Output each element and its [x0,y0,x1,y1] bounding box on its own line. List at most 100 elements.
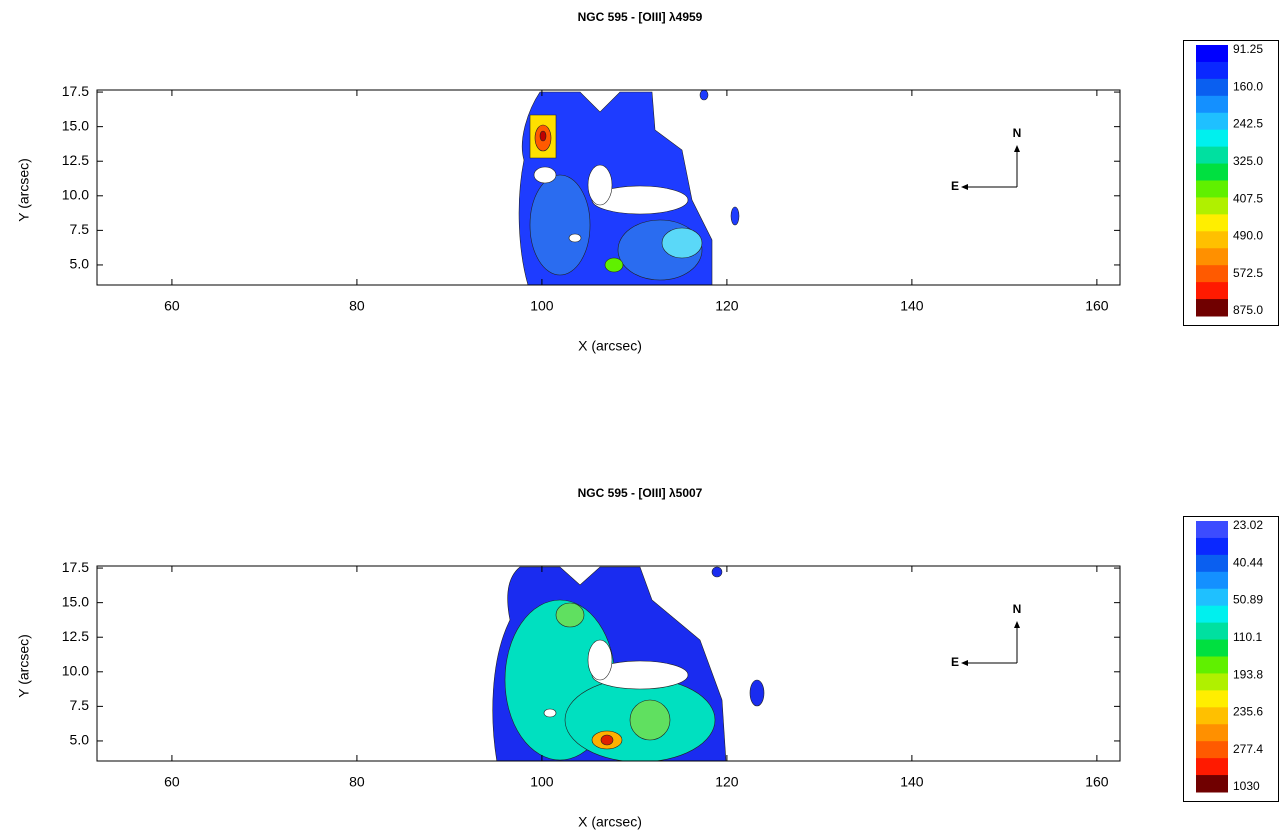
contour-region [587,639,613,681]
colorbar-label: 407.5 [1233,191,1263,205]
colorbar-band [1196,690,1228,708]
contour-region [629,699,671,741]
colorbar-band [1196,180,1228,198]
colorbar-band [1196,146,1228,165]
colorbar-label: 1030 [1233,779,1260,793]
y-tick-label: 10.0 [62,187,89,203]
y-tick-label: 12.5 [62,628,89,644]
contour-region [587,164,613,206]
contour-region [661,227,703,259]
contour-region [711,566,723,578]
colorbar-band [1196,673,1228,691]
colorbar-band [1196,707,1228,725]
colorbar-band [1196,214,1228,232]
x-tick-label: 140 [900,774,924,790]
x-tick-label: 140 [900,298,924,314]
colorbar-label: 277.4 [1233,742,1263,756]
contours [518,90,740,285]
colorbar-label: 242.5 [1233,117,1263,131]
colorbar-band [1196,775,1228,793]
colorbar-band [1196,656,1228,674]
contour-region [539,130,547,142]
colorbar-label: 110.1 [1233,630,1262,644]
colorbar-band [1196,622,1228,641]
x-tick-label: 100 [530,774,554,790]
contour-region [604,257,624,273]
colorbar-band [1196,571,1228,590]
x-tick-label: 120 [715,298,739,314]
x-tick-label: 60 [164,298,180,314]
colorbar-band [1196,45,1228,63]
plot-frame [96,89,1121,286]
colorbar-band [1196,299,1228,317]
x-tick-label: 60 [164,774,180,790]
x-tick-label: 160 [1085,774,1109,790]
x-axis-label: X (arcsec) [578,338,642,354]
colorbar-band [1196,554,1228,573]
x-tick-label: 160 [1085,298,1109,314]
arrow-head [961,145,1020,190]
colorbar-band [1196,265,1228,283]
colorbar-band [1196,231,1228,249]
contour-region [699,90,709,101]
colorbar-band [1196,129,1228,148]
contour-region [543,708,557,718]
colorbar-band [1196,758,1228,776]
colorbar-band [1196,588,1228,607]
x-tick-label: 80 [349,298,365,314]
colorbar-label: 193.8 [1233,667,1263,681]
colorbar-label: 40.44 [1233,555,1263,569]
colorbar-band [1196,61,1228,80]
colorbar-band [1196,112,1228,131]
colorbar-band [1196,741,1228,759]
y-axis-label: Y (arcsec) [16,634,32,698]
contour-region [555,602,585,628]
colorbar-label: 160.0 [1233,79,1263,93]
colorbar-label: 23.02 [1233,518,1263,532]
y-tick-label: 5.0 [70,256,90,272]
colorbar-band [1196,248,1228,266]
y-tick-label: 10.0 [62,663,89,679]
colorbar-label: 572.5 [1233,266,1263,280]
y-tick-label: 15.0 [62,593,89,609]
compass-north: N [1013,602,1022,616]
colorbar-band [1196,521,1228,539]
arrow-head [961,621,1020,666]
colorbar-band [1196,605,1228,624]
y-tick-label: 17.5 [62,559,89,575]
colorbar-band [1196,724,1228,742]
y-tick-label: 15.0 [62,117,89,133]
contour-region [600,734,614,746]
x-tick-label: 100 [530,298,554,314]
contour-region [529,174,591,276]
colorbar-label: 875.0 [1233,303,1263,317]
colorbar-band [1196,78,1228,97]
colorbar-label: 235.6 [1233,705,1263,719]
contours [492,566,765,761]
compass-east: E [951,179,959,193]
contour-region [533,166,557,184]
plot-frame [96,565,1121,762]
colorbar-label: 325.0 [1233,154,1263,168]
x-tick-label: 120 [715,774,739,790]
contour-region [730,206,740,226]
x-tick-label: 80 [349,774,365,790]
colorbar-band [1196,282,1228,300]
y-tick-label: 17.5 [62,83,89,99]
x-axis-label: X (arcsec) [578,814,642,830]
y-tick-label: 7.5 [70,221,90,237]
y-axis-label: Y (arcsec) [16,158,32,222]
y-tick-label: 5.0 [70,732,90,748]
colorbar-band [1196,163,1228,181]
y-tick-label: 7.5 [70,697,90,713]
colorbar-band [1196,197,1228,215]
compass-east: E [951,655,959,669]
colorbar-band [1196,639,1228,657]
contour-region [568,233,582,243]
chart-title: NGC 595 - [OIII] λ4959 [578,10,703,24]
colorbar-label: 50.89 [1233,593,1263,607]
colorbar-label: 490.0 [1233,229,1263,243]
compass-north: N [1013,126,1022,140]
colorbar-label: 91.25 [1233,42,1263,56]
